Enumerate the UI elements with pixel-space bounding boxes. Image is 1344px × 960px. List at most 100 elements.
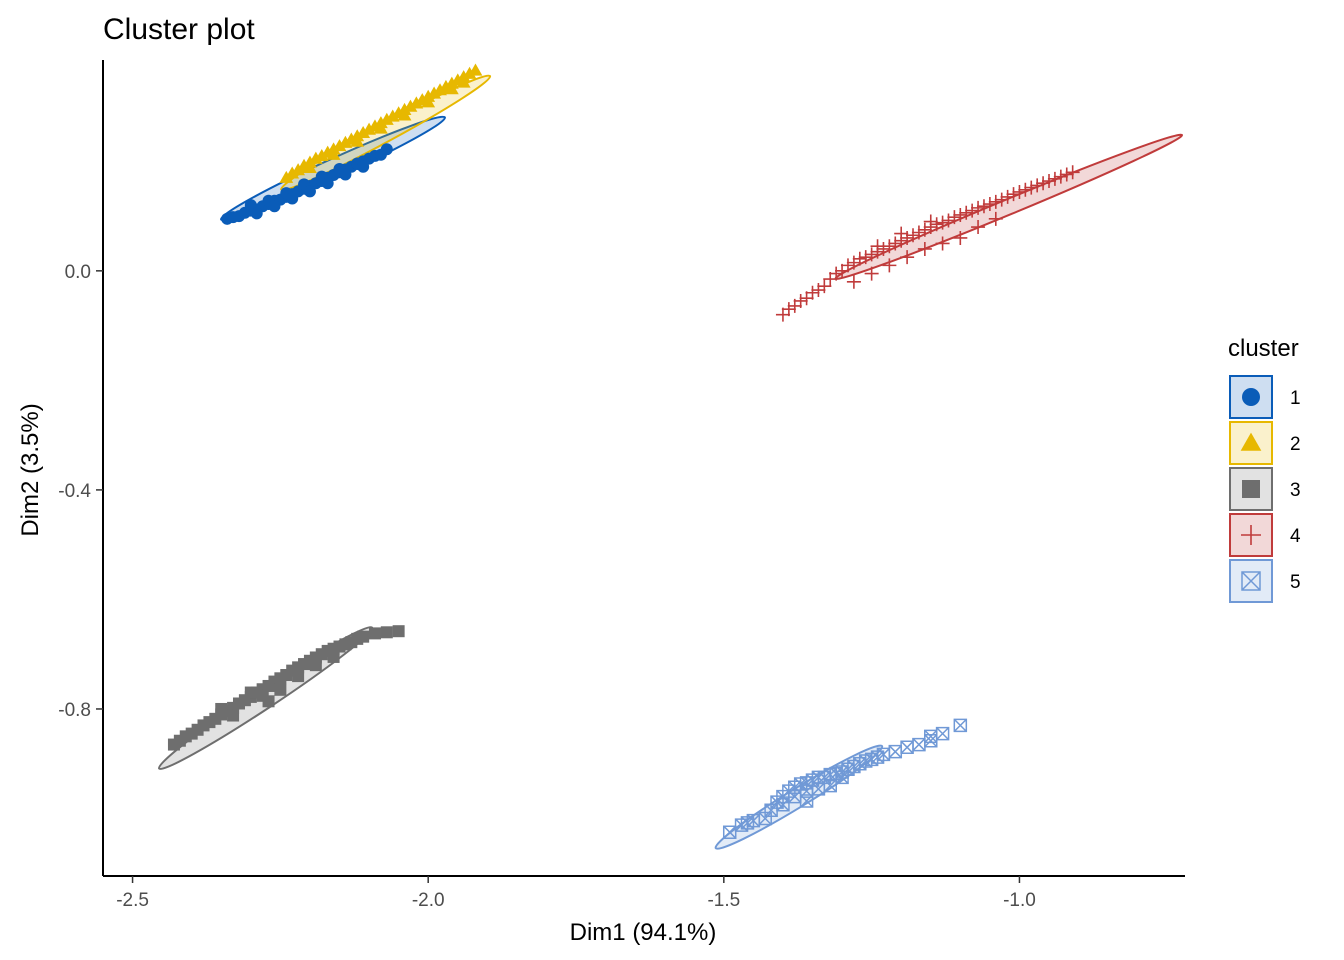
y-axis-label: Dim2 (3.5%) bbox=[17, 403, 44, 536]
cluster-2-point bbox=[468, 63, 483, 76]
cluster-2-point bbox=[285, 166, 300, 179]
cluster-3-point bbox=[244, 686, 257, 699]
cluster-4-point bbox=[917, 222, 932, 237]
x-axis: -2.5 -2.0 -1.5 -1.0 bbox=[103, 875, 1185, 911]
cluster-2-point bbox=[403, 99, 418, 112]
legend-label: 1 bbox=[1290, 388, 1301, 409]
cluster-4-point bbox=[906, 228, 921, 243]
plot-area bbox=[157, 63, 1183, 850]
legend-marker bbox=[1242, 388, 1260, 406]
cluster-1-point bbox=[286, 192, 299, 205]
cluster-4-point bbox=[976, 199, 991, 214]
cluster-1-points bbox=[221, 143, 393, 225]
cluster-1-point bbox=[339, 168, 352, 181]
cluster-4-point bbox=[835, 263, 850, 278]
cluster-3-point bbox=[392, 625, 405, 638]
cluster-3-point bbox=[309, 659, 322, 672]
legend-label: 2 bbox=[1290, 434, 1301, 455]
cluster-5-points bbox=[722, 718, 968, 839]
cluster-5-point bbox=[746, 813, 761, 828]
cluster-3-point bbox=[215, 702, 228, 715]
cluster-5-point bbox=[764, 803, 778, 818]
cluster-1-point bbox=[380, 143, 393, 156]
cluster-4-point bbox=[823, 272, 838, 287]
cluster-4-point bbox=[923, 214, 938, 229]
x-axis-label: Dim1 (94.1%) bbox=[570, 919, 717, 946]
cluster-4-point bbox=[864, 266, 879, 281]
cluster-4-point bbox=[911, 225, 926, 240]
x-tick-label: -2.5 bbox=[116, 890, 149, 911]
cluster-3-point bbox=[368, 627, 381, 640]
cluster-5-point bbox=[924, 729, 938, 744]
legend-item-1: 1 bbox=[1229, 375, 1301, 419]
cluster-3-point bbox=[227, 709, 240, 722]
cluster-4-point bbox=[1059, 167, 1074, 182]
cluster-4-point bbox=[840, 258, 855, 273]
cluster-4-point bbox=[1012, 184, 1027, 199]
cluster-4-ellipse bbox=[834, 133, 1183, 280]
y-axis: 0.0 -0.4 -0.8 bbox=[58, 60, 104, 876]
legend-item-4: 4 bbox=[1229, 513, 1301, 557]
cluster-4-point bbox=[799, 291, 814, 306]
cluster-3-point bbox=[357, 630, 370, 643]
cluster-1-point bbox=[303, 185, 316, 198]
cluster-2-point bbox=[456, 75, 471, 88]
cluster-4-points bbox=[775, 165, 1080, 322]
cluster-4-point bbox=[864, 247, 879, 262]
cluster-2-point bbox=[421, 95, 436, 108]
cluster-2-point bbox=[332, 139, 347, 152]
cluster-4-point bbox=[781, 302, 796, 317]
legend-label: 4 bbox=[1290, 526, 1301, 547]
cluster-3-point bbox=[380, 626, 393, 639]
cluster-4-point bbox=[900, 250, 915, 265]
legend: cluster 1 2 3 4 5 bbox=[1228, 335, 1301, 603]
legend-item-5: 5 bbox=[1229, 559, 1301, 603]
cluster-4-point bbox=[805, 285, 820, 300]
cluster-4-point bbox=[882, 239, 897, 254]
legend-label: 5 bbox=[1290, 572, 1301, 593]
legend-item-3: 3 bbox=[1229, 467, 1301, 511]
cluster-3-point bbox=[292, 670, 305, 683]
cluster-2-point bbox=[362, 122, 376, 135]
cluster-4-point bbox=[870, 239, 885, 254]
legend-marker bbox=[1242, 480, 1260, 498]
legend-label: 3 bbox=[1290, 480, 1301, 501]
cluster-4-point bbox=[775, 307, 790, 322]
cluster-4-point bbox=[953, 207, 968, 222]
cluster-4-point bbox=[811, 283, 826, 298]
cluster-4-point bbox=[941, 213, 956, 228]
cluster-1-point bbox=[321, 177, 334, 190]
y-tick-label: -0.4 bbox=[58, 481, 91, 502]
cluster-4-point bbox=[947, 210, 962, 225]
cluster-5-point bbox=[758, 811, 772, 826]
cluster-4-point bbox=[917, 241, 932, 256]
cluster-4-point bbox=[1024, 180, 1039, 195]
cluster-4-point bbox=[1042, 174, 1057, 189]
cluster-4-point bbox=[1047, 171, 1062, 186]
cluster-2-point bbox=[433, 83, 447, 96]
cluster-2-point bbox=[303, 160, 317, 174]
legend-item-2: 2 bbox=[1229, 421, 1301, 465]
cluster-5-point bbox=[799, 794, 814, 808]
cluster-4-point bbox=[953, 230, 968, 245]
cluster-4-point bbox=[882, 258, 897, 273]
x-tick-label: -2.0 bbox=[412, 890, 445, 911]
cluster-2-point bbox=[462, 66, 477, 79]
cluster-4-point bbox=[929, 217, 944, 232]
cluster-2-point bbox=[444, 82, 459, 95]
cluster-3-point bbox=[327, 650, 340, 663]
cluster-4-point bbox=[793, 293, 808, 308]
cluster-2-point bbox=[338, 135, 353, 148]
cluster-4-point bbox=[852, 251, 867, 266]
cluster-1-point bbox=[357, 160, 370, 173]
cluster-2-point bbox=[379, 112, 394, 125]
cluster-4-point bbox=[1006, 187, 1021, 202]
cluster-4-point bbox=[971, 200, 986, 215]
cluster-2-point bbox=[427, 86, 442, 99]
cluster-4-point bbox=[1000, 189, 1015, 204]
cluster-3-points bbox=[167, 625, 405, 751]
cluster-5-point bbox=[935, 726, 950, 741]
cluster-5-point bbox=[823, 778, 837, 793]
cluster-4-point bbox=[1036, 176, 1051, 191]
cluster-1-point bbox=[268, 200, 281, 213]
